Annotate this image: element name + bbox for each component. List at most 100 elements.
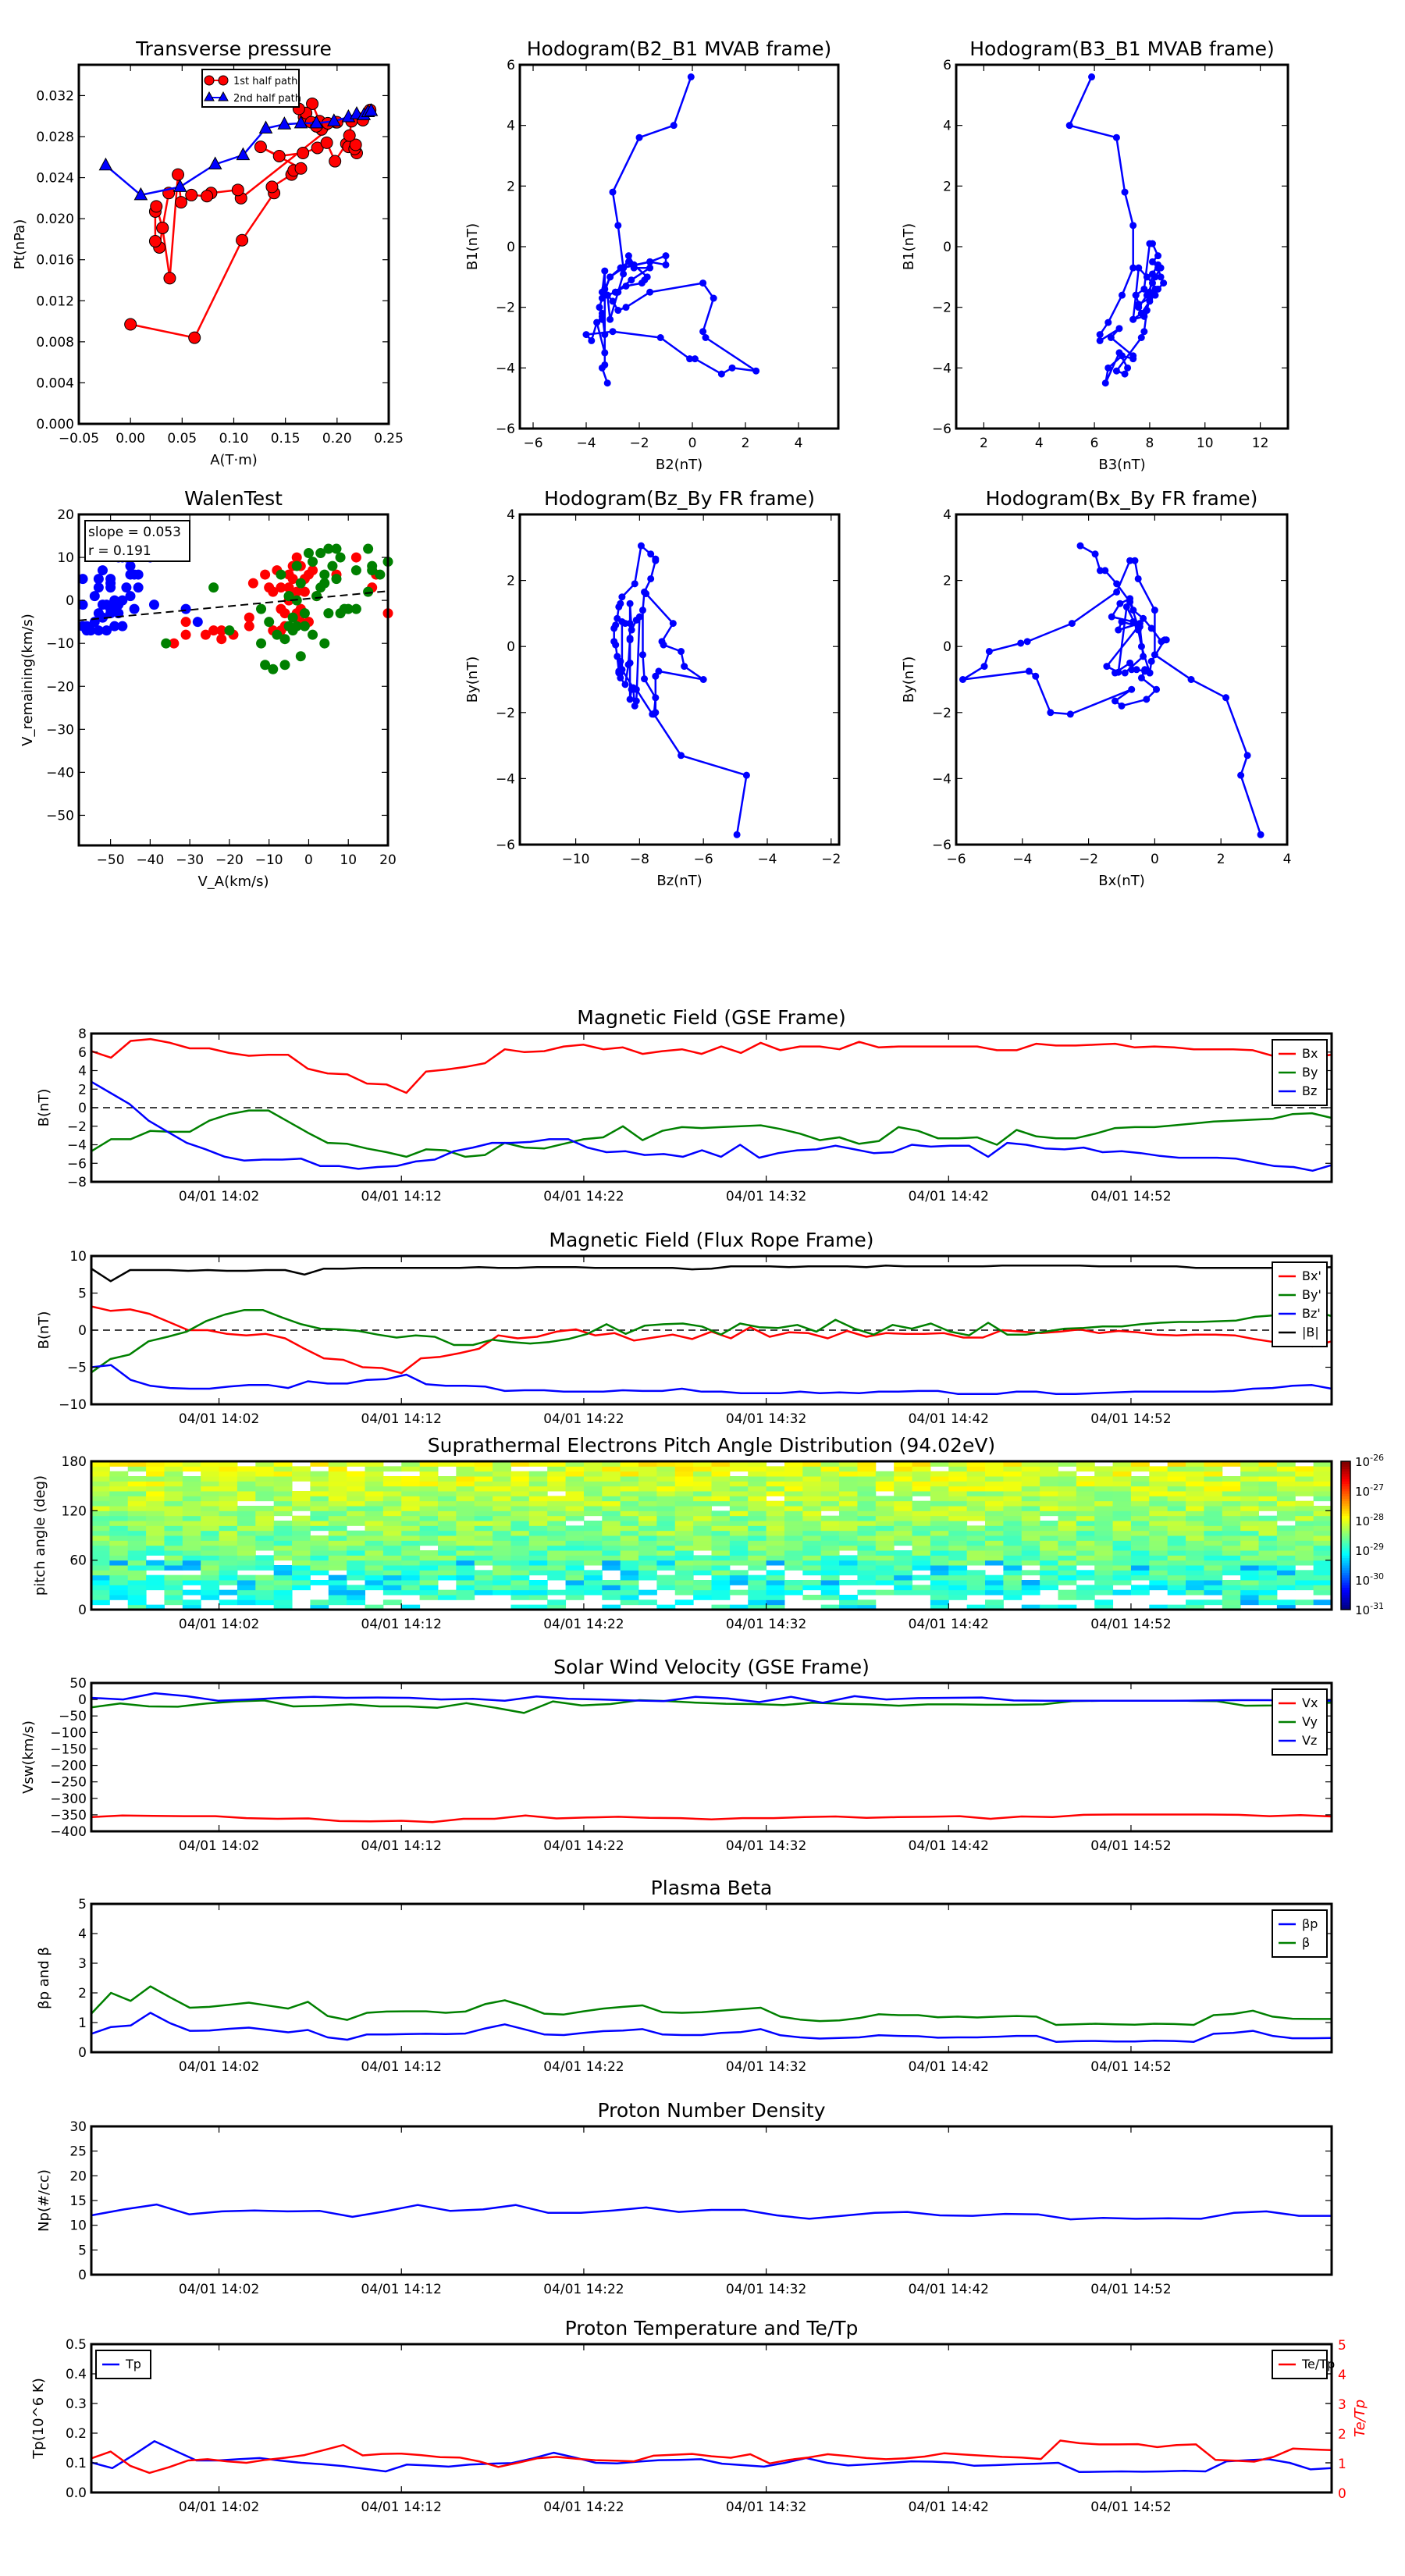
heatmap-cell: [493, 1481, 511, 1487]
heatmap-cell: [766, 1535, 785, 1541]
heatmap-cell: [547, 1604, 567, 1610]
heatmap-cell: [219, 1496, 238, 1502]
heatmap-cell: [711, 1540, 731, 1546]
heatmap-cell: [1167, 1496, 1186, 1502]
heatmap-cell: [784, 1535, 803, 1541]
heatmap-cell: [656, 1515, 676, 1521]
y-tick-label: −6: [932, 422, 951, 437]
heatmap-cell: [255, 1595, 275, 1600]
y-tick-label: 4: [78, 1927, 87, 1942]
colorbar-segment: [1341, 1585, 1350, 1588]
heatmap-cell: [674, 1599, 694, 1606]
heatmap-cell: [310, 1471, 329, 1477]
heatmap-cell: [948, 1510, 968, 1517]
heatmap-cell: [948, 1515, 968, 1521]
heatmap-cell: [748, 1580, 767, 1585]
heatmap-cell: [602, 1515, 621, 1521]
heatmap-cell: [1240, 1555, 1260, 1561]
heatmap-cell: [310, 1535, 329, 1541]
colorbar-segment: [1341, 1595, 1350, 1598]
heatmap-cell: [839, 1555, 858, 1561]
heatmap-cell: [693, 1471, 712, 1477]
heatmap-cell: [802, 1485, 822, 1492]
heatmap-cell: [1149, 1521, 1168, 1526]
heatmap-cell: [766, 1585, 785, 1591]
heatmap-cell: [1094, 1540, 1114, 1546]
heatmap-cell: [1204, 1481, 1223, 1487]
heatmap-cell: [1149, 1491, 1168, 1496]
heatmap-cell: [219, 1580, 238, 1585]
x-tick-label: 04/01 14:22: [543, 1189, 624, 1204]
heatmap-cell: [91, 1595, 110, 1600]
y-tick-label: −6: [67, 1156, 87, 1172]
heatmap-cell: [711, 1565, 731, 1571]
heatmap-cell: [1258, 1461, 1278, 1467]
heatmap-cell: [1313, 1560, 1332, 1566]
chart-title: Hodogram(Bz_By FR frame): [544, 487, 815, 510]
data-point: [1146, 240, 1154, 247]
heatmap-cell: [912, 1540, 931, 1546]
heatmap-cell: [1149, 1481, 1168, 1487]
heatmap-cell: [602, 1510, 621, 1517]
heatmap-cell: [547, 1500, 567, 1507]
heatmap-cell: [1040, 1574, 1058, 1581]
heatmap-cell: [401, 1550, 421, 1556]
heatmap-cell: [638, 1530, 657, 1536]
x-tick-label: 12: [1252, 436, 1269, 451]
heatmap-cell: [310, 1560, 329, 1566]
heatmap-cell: [1167, 1530, 1186, 1536]
colorbar-segment: [1341, 1491, 1350, 1494]
heatmap-cell: [182, 1496, 201, 1502]
heatmap-cell: [528, 1471, 548, 1477]
y-tick-label: 0.000: [36, 417, 74, 432]
heatmap-cell: [237, 1521, 256, 1526]
heatmap-cell: [565, 1510, 585, 1517]
heatmap-cell: [912, 1515, 931, 1521]
heatmap-cell: [1094, 1565, 1114, 1571]
heatmap-cell: [894, 1461, 913, 1467]
heatmap-cell: [1058, 1589, 1077, 1596]
series-line: [1068, 76, 1165, 385]
data-point: [1133, 666, 1140, 674]
heatmap-cell: [1295, 1570, 1314, 1576]
heatmap-cell: [839, 1521, 858, 1526]
heatmap-cell: [1258, 1599, 1278, 1606]
heatmap-cell: [620, 1521, 639, 1526]
heatmap-cell: [693, 1461, 712, 1467]
heatmap-cell: [1313, 1481, 1332, 1487]
data-point: [630, 261, 638, 269]
data-point: [1115, 668, 1122, 676]
heatmap-cell: [1167, 1550, 1186, 1556]
x-tick-label: 04/01 14:52: [1090, 1838, 1171, 1854]
y-tick-label: −100: [50, 1725, 87, 1741]
data-point: [1091, 550, 1099, 558]
heatmap-cell: [109, 1481, 129, 1487]
heatmap-cell: [1167, 1545, 1186, 1551]
heatmap-cell: [820, 1574, 840, 1581]
heatmap-cell: [912, 1461, 931, 1467]
data-point: [632, 616, 640, 624]
plot-frame: [518, 63, 840, 430]
heatmap-cell: [674, 1515, 694, 1521]
heatmap-cell: [1149, 1580, 1168, 1585]
data-point: [618, 593, 626, 601]
colorbar-segment: [1341, 1540, 1350, 1543]
heatmap-cell: [638, 1574, 657, 1581]
heatmap-cell: [182, 1604, 201, 1610]
heatmap-cell: [237, 1515, 256, 1521]
heatmap-cell: [474, 1540, 493, 1546]
heatmap-cell: [510, 1565, 530, 1571]
plot-frame: [90, 2125, 1333, 2276]
heatmap-cell: [1040, 1540, 1058, 1546]
heatmap-cell: [839, 1506, 858, 1511]
heatmap-cell: [857, 1466, 877, 1472]
heatmap-cell: [382, 1485, 402, 1492]
y-tick-label: −30: [46, 722, 74, 738]
heatmap-cell: [219, 1461, 238, 1467]
scatter-point: [125, 591, 136, 602]
heatmap-cell: [656, 1604, 676, 1610]
y-tick-label: −50: [46, 808, 74, 824]
heatmap-cell: [839, 1595, 858, 1600]
heatmap-cell: [656, 1496, 676, 1502]
